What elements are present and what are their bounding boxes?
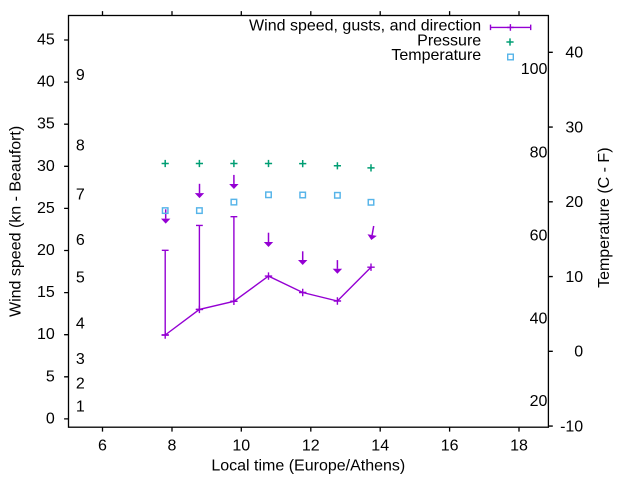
svg-text:30: 30 [37, 158, 55, 175]
svg-text:10: 10 [565, 269, 583, 286]
svg-text:0: 0 [46, 410, 55, 427]
svg-text:8: 8 [168, 437, 177, 454]
svg-text:3: 3 [76, 351, 85, 368]
svg-text:12: 12 [302, 437, 320, 454]
svg-text:-10: -10 [560, 418, 583, 435]
svg-text:9: 9 [76, 67, 85, 84]
svg-text:6: 6 [76, 232, 85, 249]
svg-text:20: 20 [565, 194, 583, 211]
svg-text:14: 14 [371, 437, 389, 454]
svg-text:40: 40 [37, 74, 55, 91]
svg-text:35: 35 [37, 116, 55, 133]
svg-text:10: 10 [37, 326, 55, 343]
svg-text:2: 2 [76, 376, 85, 393]
svg-text:16: 16 [441, 437, 459, 454]
svg-text:40: 40 [565, 45, 583, 62]
svg-text:15: 15 [37, 284, 55, 301]
svg-text:4: 4 [76, 315, 85, 332]
svg-text:Temperature (C - F): Temperature (C - F) [596, 147, 613, 287]
svg-text:40: 40 [530, 311, 548, 328]
svg-text:1: 1 [76, 399, 85, 416]
svg-text:Local time (Europe/Athens): Local time (Europe/Athens) [211, 458, 405, 475]
svg-text:10: 10 [232, 437, 250, 454]
svg-text:60: 60 [530, 228, 548, 245]
svg-text:30: 30 [565, 119, 583, 136]
svg-text:5: 5 [76, 269, 85, 286]
svg-text:25: 25 [37, 200, 55, 217]
svg-text:45: 45 [37, 32, 55, 49]
svg-text:Pressure: Pressure [417, 32, 481, 49]
svg-text:8: 8 [76, 137, 85, 154]
svg-text:Wind speed, gusts, and directi: Wind speed, gusts, and direction [249, 18, 481, 35]
svg-text:Temperature: Temperature [391, 47, 481, 64]
svg-text:Wind speed (kn - Beaufort): Wind speed (kn - Beaufort) [8, 126, 25, 317]
svg-text:20: 20 [530, 393, 548, 410]
svg-text:0: 0 [574, 344, 583, 361]
svg-text:6: 6 [98, 437, 107, 454]
svg-text:7: 7 [76, 187, 85, 204]
svg-text:100: 100 [521, 61, 548, 78]
svg-text:20: 20 [37, 242, 55, 259]
svg-text:18: 18 [510, 437, 528, 454]
svg-text:80: 80 [530, 144, 548, 161]
svg-text:5: 5 [46, 368, 55, 385]
